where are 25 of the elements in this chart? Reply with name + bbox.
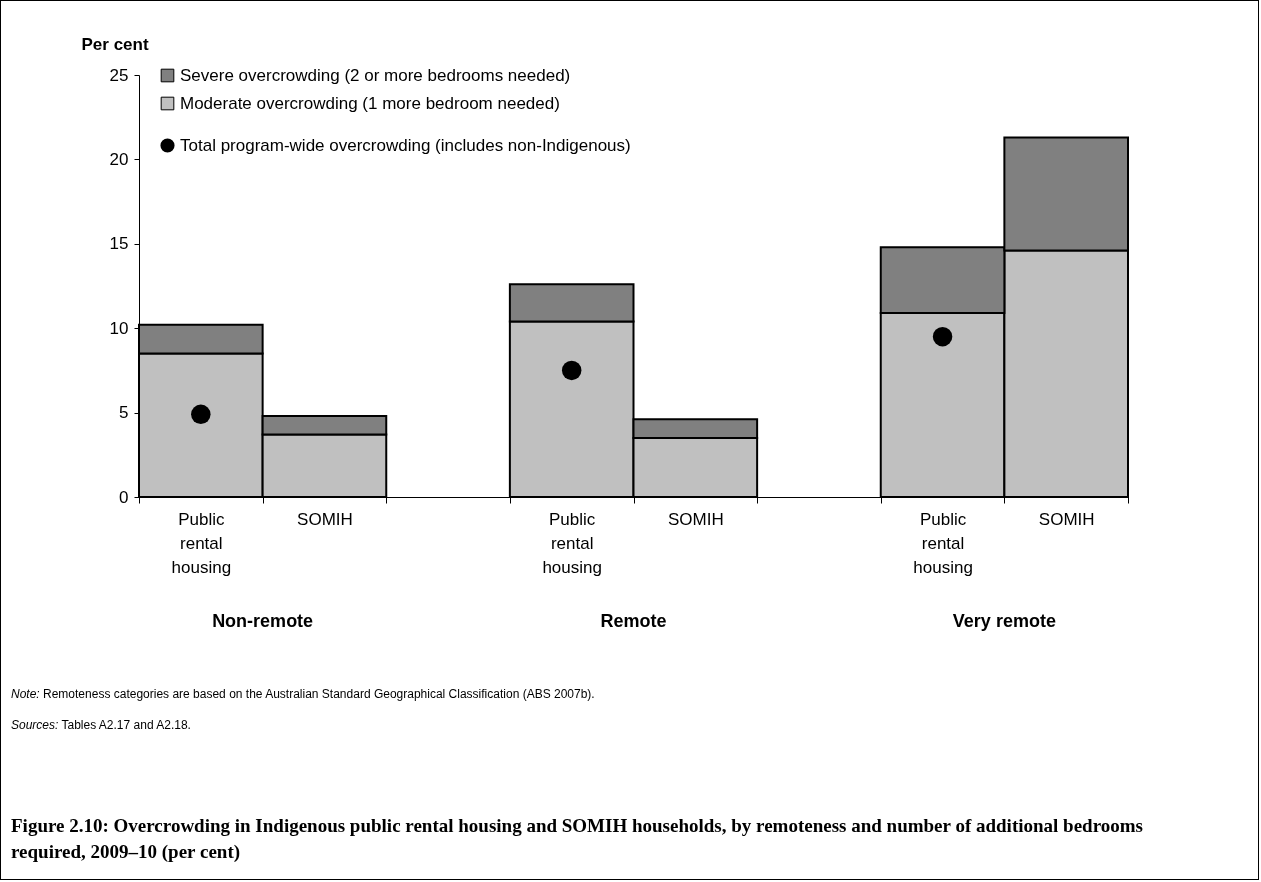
legend-label: Moderate overcrowding (1 more bedroom needed) <box>180 93 560 113</box>
x-tick-label: SOMIH <box>667 509 724 529</box>
y-tick-label: 0 <box>119 487 129 507</box>
y-tick-label: 20 <box>109 149 129 169</box>
y-tick-label: 5 <box>119 403 129 423</box>
y-tick-label: 10 <box>109 318 129 338</box>
y-axis-title: Per cent <box>81 34 149 54</box>
source-note: Sources: Tables A2.17 and A2.18. <box>11 718 191 732</box>
y-tick-label: 25 <box>109 65 129 85</box>
x-tick-label: Public rental housing <box>171 509 232 577</box>
text: Figure 2.10: Overcrowding in Indigenous public rental housing and SOMIH households, by remoteness and number of additional bedrooms required, 2009–10 (per cent) <box>11 814 1144 864</box>
x-tick-label: Public rental housing <box>542 509 602 577</box>
point <box>561 360 582 381</box>
x-tick-label: SOMIH <box>1038 509 1095 529</box>
x-tick-label: Public rental housing <box>913 509 973 577</box>
text: Remote <box>600 611 667 631</box>
point <box>191 404 211 425</box>
legend-label: Severe overcrowding (2 or more bedrooms needed) <box>180 65 571 85</box>
point <box>932 326 953 347</box>
y-tick-label: 15 <box>109 234 129 254</box>
text: Non-remote <box>212 611 314 631</box>
x-tick-label: SOMIH <box>297 509 353 529</box>
text: Note: Remoteness categories are based on the Australian Standard Geographical Classification (ABS 2007b). <box>11 687 595 701</box>
legend-label: Total program-wide overcrowding (includes non-Indigenous) <box>180 135 631 155</box>
text: Very remote <box>952 611 1056 631</box>
